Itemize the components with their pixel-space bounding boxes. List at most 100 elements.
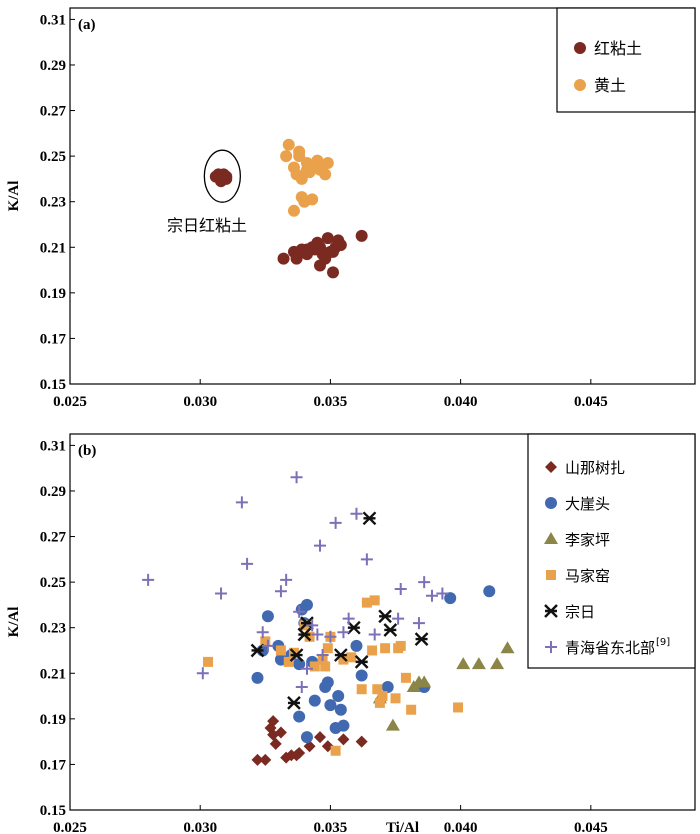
y-tick-label: 0.31 — [40, 12, 66, 28]
data-point — [414, 632, 429, 646]
data-point — [368, 628, 381, 641]
data-point — [390, 693, 401, 704]
data-point — [300, 598, 313, 611]
x-tick-label: 0.045 — [574, 820, 608, 834]
data-point — [355, 735, 368, 748]
y-tick-label: 0.23 — [40, 621, 66, 637]
panel-a: 0.15 0.17 0.19 0.21 0.23 0.25 0.27 0.29 0.31 0.02… — [6, 7, 696, 410]
data-point — [330, 745, 341, 756]
data-point — [412, 617, 425, 630]
data-point — [338, 654, 349, 665]
data-point — [300, 731, 313, 744]
y-axis-label: K/Al — [6, 181, 22, 212]
annotation-label: 宗日红粘土 — [167, 216, 247, 235]
data-point — [304, 631, 315, 642]
data-point — [251, 753, 264, 766]
data-point — [456, 657, 471, 670]
y-tick-label: 0.25 — [40, 149, 66, 165]
data-point — [250, 643, 265, 658]
data-point — [380, 643, 391, 654]
legend-marker — [544, 604, 558, 618]
panel-b: 0.15 0.17 0.19 0.21 0.23 0.25 0.27 0.29 0.31 0.02… — [6, 433, 696, 834]
data-point — [333, 648, 348, 662]
data-point — [303, 740, 316, 753]
legend-marker — [545, 497, 557, 509]
data-point — [334, 703, 347, 716]
data-point — [321, 676, 334, 689]
y-tick-label: 0.15 — [40, 803, 66, 819]
data-point — [300, 616, 314, 630]
data-point — [256, 626, 269, 639]
x-tick-label: 0.025 — [53, 394, 87, 410]
y-tick-label: 0.21 — [40, 240, 66, 256]
data-point — [436, 587, 449, 600]
panel-label: (b) — [78, 443, 96, 459]
data-point — [280, 573, 293, 586]
data-point — [290, 252, 303, 265]
legend-label: 马家窑 — [565, 567, 610, 585]
data-point — [425, 589, 438, 602]
data-point — [314, 731, 326, 744]
x-tick-label: 0.040 — [444, 820, 478, 834]
plot-frame — [69, 7, 696, 385]
legend-box — [556, 7, 696, 113]
data-point — [356, 684, 367, 695]
data-point — [215, 587, 228, 600]
data-point — [417, 675, 432, 688]
data-point — [378, 609, 392, 624]
data-point — [290, 471, 303, 484]
y-tick-label: 0.29 — [40, 58, 66, 74]
data-point — [355, 229, 368, 242]
data-point — [406, 704, 417, 715]
data-point — [259, 753, 272, 766]
data-point — [418, 576, 431, 589]
annotation-ellipse — [203, 149, 241, 203]
x-tick-label: 0.035 — [314, 394, 348, 410]
data-point — [362, 511, 377, 526]
y-tick-label: 0.25 — [40, 575, 66, 591]
data-point — [355, 669, 368, 682]
y-tick-label: 0.17 — [40, 331, 67, 347]
data-point — [361, 597, 372, 608]
legend-marker — [574, 42, 586, 54]
x-tick-label: 0.030 — [183, 820, 217, 834]
y-tick-label: 0.15 — [40, 377, 66, 393]
x-tick-label: 0.040 — [444, 394, 478, 410]
y-tick-label: 0.27 — [40, 104, 67, 120]
data-point — [381, 680, 394, 693]
y-tick-label: 0.21 — [40, 666, 66, 682]
data-point — [275, 645, 286, 656]
data-point — [453, 702, 464, 713]
data-point — [374, 697, 385, 708]
data-point — [471, 657, 486, 670]
legend-label: 红粘土 — [594, 39, 642, 58]
data-point — [260, 636, 271, 647]
data-point — [321, 156, 334, 169]
data-point — [142, 573, 155, 586]
data-point — [306, 619, 319, 632]
legend-marker — [546, 570, 556, 580]
data-point — [316, 649, 329, 662]
legend-label: 大崖头 — [565, 495, 610, 513]
data-point — [322, 643, 333, 654]
data-point — [203, 656, 214, 667]
y-tick-label: 0.29 — [40, 484, 66, 500]
data-point — [293, 605, 306, 618]
data-point — [350, 639, 363, 652]
data-point — [295, 680, 308, 693]
data-point — [483, 585, 496, 598]
data-point — [329, 516, 342, 529]
data-point — [500, 641, 515, 654]
x-axis-label: Ti/Al — [386, 820, 419, 834]
x-tick-label: 0.030 — [183, 394, 217, 410]
data-point — [334, 238, 347, 251]
data-point — [324, 699, 337, 712]
series-points — [209, 138, 368, 279]
data-point — [287, 204, 300, 217]
data-point — [367, 645, 378, 656]
data-point — [196, 667, 209, 680]
data-point — [347, 620, 361, 635]
data-point — [235, 496, 248, 509]
data-point — [377, 691, 388, 702]
